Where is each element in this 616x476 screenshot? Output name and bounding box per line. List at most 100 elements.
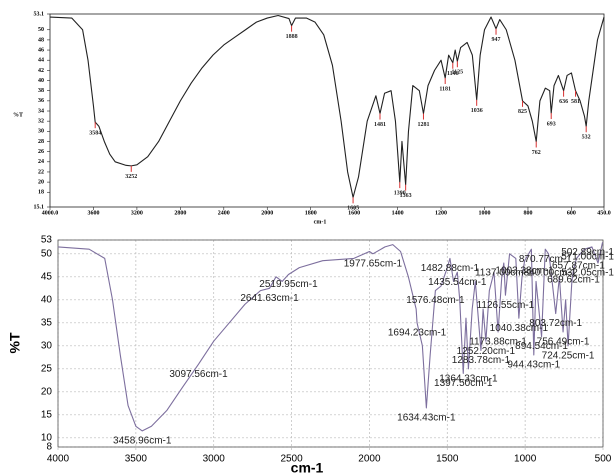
y-tick-label: 40: [41, 294, 53, 305]
y-tick-label: 34: [38, 108, 44, 114]
y-tick-label: 22: [38, 169, 44, 175]
peak-label: 1125: [452, 70, 464, 76]
peak-label: 1281: [417, 122, 429, 128]
y-tick-label: 35: [41, 317, 53, 328]
x-tick-label: 2500: [280, 454, 303, 465]
peak-label: 581: [571, 99, 580, 105]
x-axis-label: cm-1: [314, 219, 327, 225]
peak-label: 1126.55cm-1: [477, 300, 535, 311]
y-tick-label: 32: [38, 119, 44, 125]
y-tick-label: 25: [41, 363, 53, 374]
peak-label: 689.62cm-1: [547, 275, 600, 286]
peak-label: 762: [532, 150, 541, 156]
y-tick-label: 24: [38, 159, 44, 165]
y-axis-label: %T: [13, 112, 23, 118]
peak-label: 636: [559, 99, 568, 105]
x-tick-label: 3500: [125, 454, 148, 465]
y-tick-label: 30: [41, 340, 53, 351]
x-tick-label: 500: [595, 454, 612, 465]
peak-label: 657.87cm-1: [552, 261, 605, 272]
y-tick-label: 50: [41, 248, 53, 259]
peak-label: 502.89cm-1: [561, 247, 614, 258]
y-tick-label: 46: [38, 47, 44, 53]
y-tick-label: 50: [38, 27, 44, 33]
peak-label: 1694.23cm-1: [388, 327, 447, 338]
x-tick-label: 1500: [436, 454, 459, 465]
x-tick-label: 450.0: [597, 210, 611, 216]
x-tick-label: 600: [567, 210, 576, 216]
x-tick-label: 800: [523, 210, 532, 216]
peak-label: 693: [547, 121, 556, 127]
x-tick-label: 1800: [305, 210, 317, 216]
peak-label: 1003.38cm-1: [495, 265, 554, 276]
peak-label: 571.00cm-1: [561, 252, 614, 263]
y-tick-label: 44: [38, 58, 44, 64]
x-axis-label: cm-1: [291, 460, 324, 476]
x-tick-label: 3200: [131, 210, 143, 216]
x-tick-label: 2000: [261, 210, 273, 216]
y-tick-label: 26: [38, 149, 44, 155]
x-tick-label: 1600: [348, 210, 360, 216]
y-axis-label: %T: [7, 332, 23, 353]
x-tick-label: 4000: [47, 454, 70, 465]
peak-label: 1482.88cm-1: [421, 263, 480, 274]
peak-label: 1397.50cm-1: [434, 378, 493, 389]
peak-label: 1435.54cm-1: [428, 277, 487, 288]
peak-label: 3252: [125, 174, 137, 180]
peak-label: 1363: [400, 193, 412, 199]
peak-label: 1576.48cm-1: [406, 295, 465, 306]
x-tick-label: 1400: [392, 210, 404, 216]
peak-label: 1605: [347, 206, 359, 212]
x-tick-label: 1000: [514, 454, 537, 465]
peak-label: 1364.33cm-1: [439, 373, 498, 384]
y-tick-label: 36: [38, 98, 44, 104]
peak-label: 1181: [439, 86, 451, 92]
peak-label: 1888: [286, 34, 298, 40]
peak-label: 840.00cm-1: [524, 268, 577, 279]
y-tick-label: 40: [38, 78, 44, 84]
peak-label: 3584: [89, 131, 101, 137]
x-tick-label: 3000: [203, 454, 226, 465]
y-tick-label: 45: [41, 271, 53, 282]
x-tick-label: 2400: [218, 210, 230, 216]
peak-label: 1977.65cm-1: [344, 258, 403, 269]
spectrum-top: 15.1 18 20 22 24 26 28 30 32 34 36 38 40 42 44 46 48 50 53…: [13, 11, 611, 225]
peak-label: 803.72cm-1: [529, 318, 582, 329]
peak-label: 947: [492, 37, 501, 43]
peak-label: 1634.43cm-1: [397, 413, 456, 424]
x-tick-label: 4000.0: [42, 210, 59, 216]
peak-label: 2641.63cm-1: [240, 293, 299, 304]
spectrum-line: [57, 242, 604, 432]
peak-label: 756.49cm-1: [537, 337, 590, 348]
y-tick-label: 28: [38, 139, 44, 145]
peak-label: 1390: [394, 190, 406, 196]
peak-label: 894.54cm-1: [515, 341, 568, 352]
x-tick-label: 3600: [87, 210, 99, 216]
peak-label: 1283.78cm-1: [452, 355, 511, 366]
peak-label: 1173.88cm-1: [469, 337, 527, 348]
peak-label: 1146: [447, 71, 459, 77]
x-tick-label: 2800: [174, 210, 186, 216]
peak-label: 724.25cm-1: [542, 350, 595, 361]
x-tick-label: 2000: [358, 454, 381, 465]
plot-frame: [49, 13, 605, 208]
x-tick-label: 1200: [435, 210, 447, 216]
y-tick-label: 20: [41, 386, 53, 397]
peak-label: 1040.38cm-1: [490, 323, 549, 334]
peak-label: 1036: [471, 108, 483, 114]
y-tick-label: 48: [38, 37, 44, 43]
peak-label: 2519.95cm-1: [259, 279, 318, 290]
peak-label: 825: [518, 109, 527, 115]
spectrum-line: [49, 14, 605, 198]
plot-frame: [57, 239, 604, 448]
x-tick-label: 1000: [479, 210, 491, 216]
peak-label: 3097.56cm-1: [169, 369, 228, 380]
y-tick-label: 15.1: [34, 204, 45, 210]
peak-label: 532.05cm-1: [561, 268, 614, 279]
y-tick-label: 20: [38, 179, 44, 185]
y-tick-label: 53: [41, 235, 53, 246]
y-tick-label: 10: [41, 432, 53, 443]
y-tick-label: 53.1: [34, 11, 45, 17]
peak-label: 870.77cm-1: [519, 254, 572, 265]
